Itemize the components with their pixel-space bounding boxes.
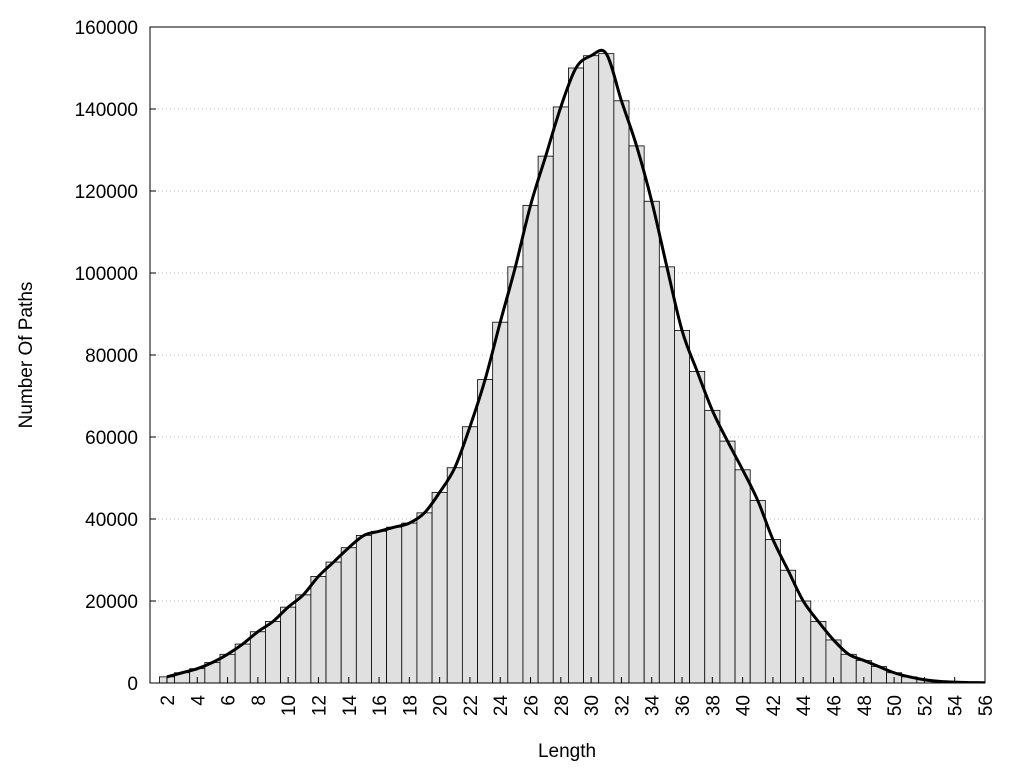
y-tick-label: 0: [127, 674, 138, 695]
bar: [386, 526, 403, 683]
x-tick-label: 50: [885, 695, 906, 716]
y-tick-label: 60000: [85, 428, 138, 449]
x-tick-label: 38: [703, 695, 724, 716]
y-axis-label: Number Of Paths: [16, 282, 37, 429]
x-tick-label: 54: [946, 695, 967, 717]
x-tick-label: 14: [340, 695, 361, 717]
x-axis-label: Length: [538, 741, 596, 762]
x-tick-label: 34: [643, 695, 664, 717]
bar: [658, 266, 675, 683]
x-tick-label: 42: [764, 695, 785, 716]
bar: [477, 379, 494, 683]
plot-frame: [149, 26, 986, 684]
x-tick-label: 4: [188, 695, 209, 706]
bar: [401, 522, 418, 683]
bar: [674, 329, 690, 683]
bar: [492, 321, 509, 683]
bar: [507, 266, 524, 683]
bar: [355, 535, 372, 683]
y-tick-label: 20000: [85, 592, 138, 613]
y-tick-label: 140000: [75, 100, 138, 121]
bar: [810, 621, 827, 683]
x-tick-label: 56: [976, 695, 997, 716]
x-tick-label: 40: [734, 695, 755, 716]
bars: [158, 48, 985, 683]
bar: [265, 621, 281, 683]
y-tick-label: 80000: [85, 346, 138, 367]
bar: [325, 561, 342, 683]
x-tick-label: 30: [582, 695, 603, 716]
bar: [522, 204, 539, 683]
smooth-line: [166, 48, 985, 683]
bar: [598, 53, 615, 683]
bar: [628, 145, 645, 683]
bar: [446, 467, 463, 683]
x-tick-label: 24: [491, 695, 512, 717]
x-tick-label: 44: [794, 695, 815, 717]
bar: [234, 643, 251, 683]
x-tick-label: 10: [279, 695, 300, 716]
bar: [583, 55, 600, 683]
x-tick-label: 52: [915, 695, 936, 716]
bar: [371, 530, 388, 683]
x-tick-label: 28: [552, 695, 573, 716]
bar: [568, 67, 584, 683]
x-tick-label: 32: [612, 695, 633, 716]
x-tick-label: 12: [309, 695, 330, 716]
bar: [643, 200, 660, 683]
x-tick-label: 18: [400, 695, 421, 716]
bar: [795, 600, 812, 683]
bar: [734, 469, 751, 683]
bar: [295, 594, 312, 683]
bar: [340, 547, 357, 683]
x-tick-label: 46: [825, 695, 846, 716]
y-tick-label: 40000: [85, 510, 138, 531]
x-tick-label: 20: [431, 695, 452, 716]
x-tick-label: 36: [673, 695, 694, 716]
bar: [537, 155, 554, 683]
bar: [719, 440, 736, 683]
bar: [764, 539, 781, 683]
bar: [416, 512, 433, 683]
y-tick-label: 160000: [75, 18, 138, 39]
bar: [552, 106, 569, 683]
y-tick-label: 120000: [75, 182, 138, 203]
y-tick-label: 100000: [75, 264, 138, 285]
bar: [704, 409, 721, 683]
bar: [780, 569, 797, 683]
x-tick-label: 22: [461, 695, 482, 716]
bar: [431, 491, 448, 683]
x-tick-label: 26: [522, 695, 543, 716]
x-tick-label: 48: [855, 695, 876, 716]
bar: [749, 500, 766, 683]
x-tick-label: 16: [370, 695, 391, 716]
x-tick-label: 2: [158, 695, 179, 706]
bar: [461, 426, 478, 683]
bar: [613, 100, 630, 683]
bar: [280, 606, 297, 683]
bar: [249, 631, 266, 683]
bar: [689, 370, 706, 683]
x-tick-label: 8: [249, 695, 270, 706]
bar: [310, 576, 327, 683]
x-tick-label: 6: [219, 695, 240, 706]
